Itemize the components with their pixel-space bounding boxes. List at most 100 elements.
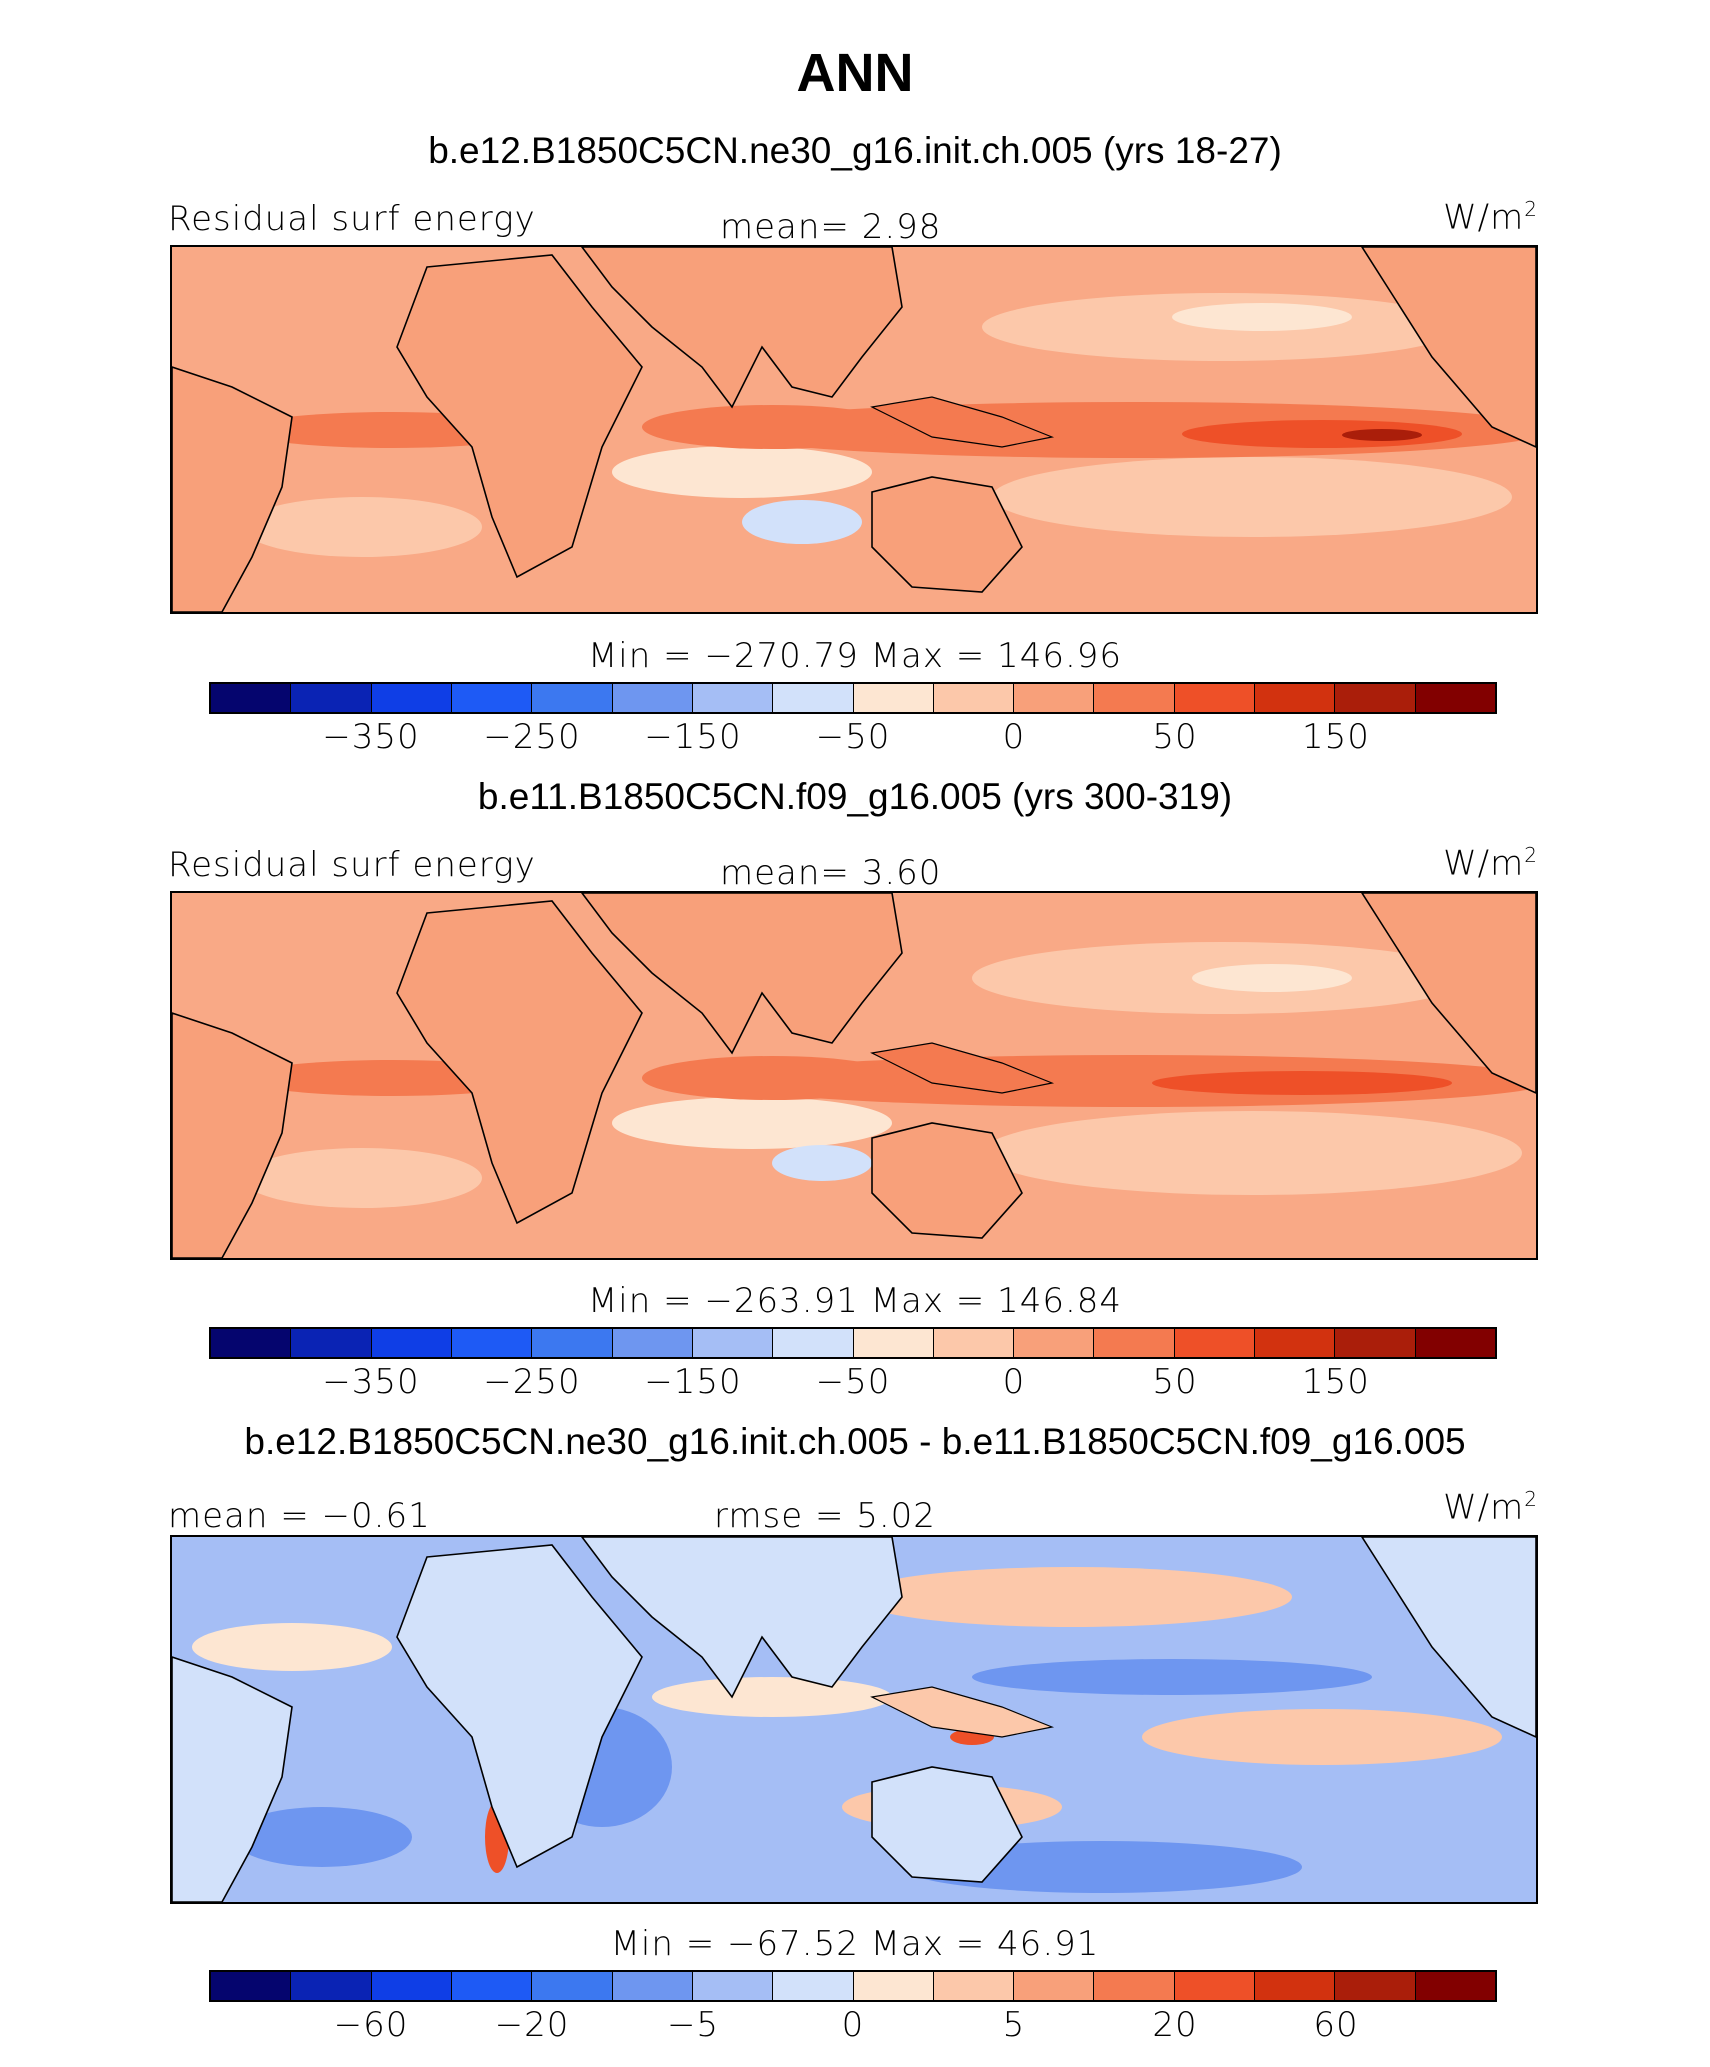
subtropic-light-band (1172, 303, 1352, 331)
panel-1-case-title: b.e12.B1850C5CN.ne30_g16.init.ch.005 (yr… (428, 130, 1282, 171)
australia-land (871, 476, 1023, 593)
south-atlantic-light (242, 1148, 482, 1208)
figure-title: ANN (796, 43, 914, 103)
panel-2-case-title: b.e11.B1850C5CN.f09_g16.005 (yrs 300-319… (477, 776, 1233, 817)
colorbar-cell (692, 1972, 774, 2000)
colorbar-cell (612, 1329, 693, 1357)
colorbar-cell (853, 1972, 934, 2000)
colorbar-cell (1094, 1972, 1175, 2000)
colorbar-tick-label: −50 (815, 1362, 891, 1402)
colorbar-tick-label: −150 (644, 717, 742, 757)
panel-3-colorbar (209, 1970, 1497, 2002)
colorbar-tick-label: −250 (483, 717, 581, 757)
colorbar-cell (1255, 1329, 1336, 1357)
colorbar-tick-label: 150 (1302, 1362, 1370, 1402)
colorbar-tick-label: −350 (322, 1362, 420, 1402)
negative-anomaly-patch (232, 1807, 412, 1867)
colorbar-cell (1255, 1972, 1336, 2000)
panel-3-mean-label: mean = −0.61 (168, 1496, 431, 1536)
colorbar-tick-label: −50 (815, 717, 891, 757)
subtropic-light-band (1192, 964, 1352, 992)
colorbar-cell (371, 1329, 452, 1357)
panel-1-unit-label: W/m2 (1443, 197, 1538, 238)
colorbar-cell (451, 1972, 533, 2000)
maritime-continent (870, 396, 1055, 448)
colorbar-tick-label: −20 (494, 2005, 570, 2045)
colorbar-cell (1014, 1972, 1095, 2000)
itcz-band (642, 405, 902, 449)
panel-2-colorbar (209, 1327, 1497, 1359)
south-america-land (172, 1656, 293, 1902)
colorbar-tick-label: −60 (333, 2005, 409, 2045)
panel-2-unit-label: W/m2 (1443, 843, 1538, 884)
colorbar-tick-label: 0 (841, 2005, 865, 2045)
north-america-land (1361, 893, 1536, 1094)
colorbar-cell (211, 684, 292, 712)
indian-ocean-light (612, 446, 872, 498)
south-pacific-light (992, 457, 1512, 537)
panel-3-unit-label: W/m2 (1443, 1487, 1538, 1528)
colorbar-tick-label: 20 (1152, 2005, 1198, 2045)
panel-1-mean-label: mean= 2.98 (720, 207, 942, 247)
colorbar-cell (853, 684, 934, 712)
south-america-land (172, 1012, 293, 1258)
colorbar-cell (1415, 684, 1495, 712)
colorbar-cell (371, 684, 452, 712)
colorbar-cell (1174, 1972, 1256, 2000)
colorbar-cell (692, 1329, 774, 1357)
colorbar-cell (853, 1329, 934, 1357)
australia-land (871, 1766, 1023, 1883)
itcz-band (642, 1056, 902, 1100)
panel-3-minmax: Min = −67.52 Max = 46.91 (610, 1924, 1100, 1964)
colorbar-tick-label: −5 (666, 2005, 720, 2045)
negative-anomaly-patch (972, 1659, 1372, 1695)
colorbar-cell (371, 1972, 452, 2000)
colorbar-tick-label: −250 (483, 1362, 581, 1402)
panel-2-mean-label: mean= 3.60 (720, 853, 942, 893)
panel-2-variable-label: Residual surf energy (168, 845, 536, 885)
colorbar-cell (291, 684, 372, 712)
colorbar-cell (773, 1972, 854, 2000)
colorbar-cell (773, 684, 854, 712)
colorbar-cell (933, 1329, 1015, 1357)
colorbar-cell (1415, 1972, 1495, 2000)
colorbar-cell (1335, 1972, 1416, 2000)
colorbar-tick-label: −150 (644, 1362, 742, 1402)
panel-1-minmax: Min = −270.79 Max = 146.96 (587, 636, 1123, 676)
colorbar-cell (211, 1329, 292, 1357)
africa-land (396, 254, 643, 579)
itcz-band (1152, 1071, 1452, 1095)
north-america-land (1361, 1537, 1536, 1738)
colorbar-tick-label: 0 (1002, 717, 1026, 757)
colorbar-cell (612, 1972, 693, 2000)
colorbar-cell (1014, 1329, 1095, 1357)
indian-ocean-blue (772, 1145, 872, 1181)
colorbar-cell (692, 684, 774, 712)
asia-land (581, 893, 903, 1055)
panel-3-case-title: b.e12.B1850C5CN.ne30_g16.init.ch.005 - b… (244, 1421, 1466, 1462)
asia-land (581, 247, 903, 409)
maritime-continent (870, 1042, 1055, 1094)
positive-anomaly-patch (1142, 1709, 1502, 1765)
colorbar-cell (451, 684, 533, 712)
panel-1-variable-label: Residual surf energy (168, 199, 536, 239)
colorbar-tick-label: −350 (322, 717, 420, 757)
panel-3-map (170, 1535, 1538, 1904)
colorbar-cell (532, 1329, 613, 1357)
colorbar-cell (1335, 684, 1416, 712)
south-atlantic-light (242, 497, 482, 557)
colorbar-cell (1094, 1329, 1175, 1357)
indian-ocean-blue (742, 500, 862, 544)
colorbar-cell (1255, 684, 1336, 712)
maritime-continent (870, 1686, 1055, 1738)
colorbar-cell (532, 1972, 613, 2000)
asia-land (581, 1537, 903, 1699)
colorbar-tick-label: 50 (1152, 1362, 1198, 1402)
colorbar-tick-label: 50 (1152, 717, 1198, 757)
australia-land (871, 1122, 1023, 1239)
colorbar-tick-label: 0 (1002, 1362, 1026, 1402)
colorbar-tick-label: 5 (1002, 2005, 1026, 2045)
positive-anomaly-patch (852, 1567, 1292, 1627)
colorbar-cell (1174, 1329, 1256, 1357)
colorbar-cell (1014, 684, 1095, 712)
